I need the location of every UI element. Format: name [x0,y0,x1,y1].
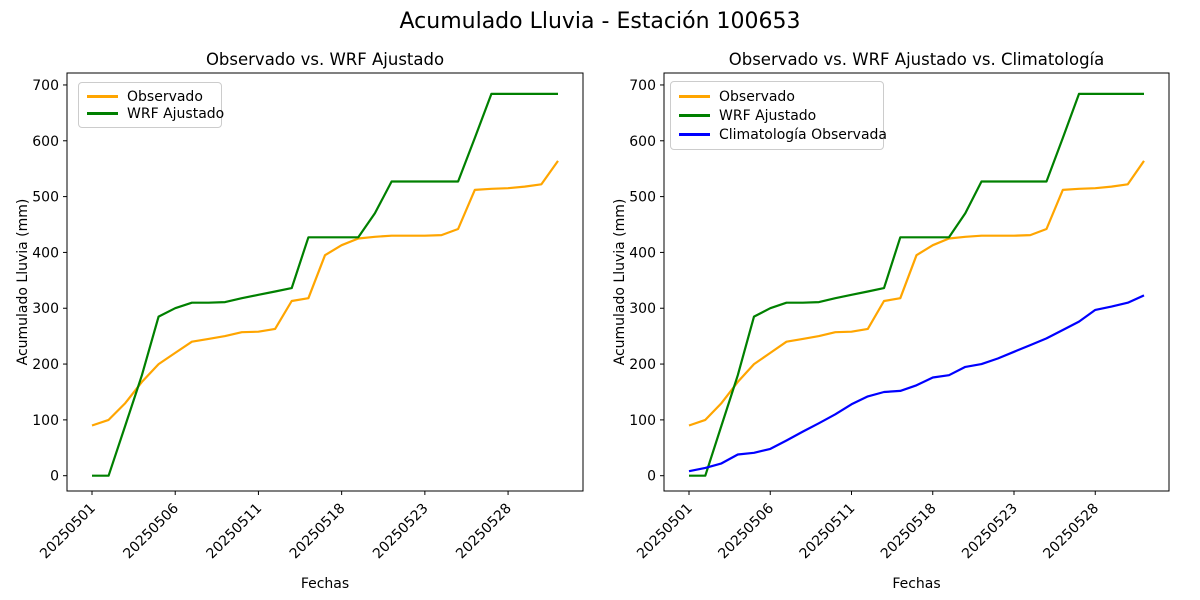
left-x-tick-label: 20250501 [37,501,99,563]
right-chart-title: Observado vs. WRF Ajustado vs. Climatolo… [728,50,1105,69]
right-y-tick-label: 500 [629,190,656,206]
right-x-tick-label: 20250501 [634,501,696,563]
right-y-tick-label: 400 [629,245,656,261]
right-y-axis-label: Acumulado Lluvia (mm) [612,198,628,366]
legend-line-swatch [679,133,710,136]
legend-label: Observado [719,88,795,105]
right-x-tick-label: 20250518 [878,501,940,563]
left-y-tick-label: 400 [32,245,59,261]
right-y-tick-label: 200 [629,357,656,373]
right-x-tick-label: 20250511 [797,501,859,563]
legend-line-swatch [679,114,710,117]
right-y-tick-label: 100 [629,413,656,429]
right-axes-frame [663,72,1170,492]
right-series-observado [688,160,1145,427]
right-x-tick-label: 20250523 [959,501,1021,563]
left-series-wrf-ajustado [92,92,558,477]
left-y-tick-label: 600 [32,134,59,150]
legend-entry: WRF Ajustado [87,105,224,122]
right-series-climatolog-a-observada [688,294,1145,473]
legend-line-swatch [679,95,710,98]
left-chart-legend: Observado WRF Ajustado [78,82,224,128]
right-y-tick-label: 300 [629,301,656,317]
legend-label: Climatología Observada [719,126,887,143]
left-axes-frame [66,72,584,492]
left-y-tick-label: 100 [32,413,59,429]
left-y-tick-label: 300 [32,301,59,317]
right-chart-legend: Observado WRF Ajustado Climatología Observ… [670,81,887,150]
left-y-tick-label: 0 [50,469,59,485]
left-x-tick-label: 20250518 [287,501,349,563]
left-x-tick-label: 20250528 [453,501,515,563]
legend-entry: Observado [87,88,211,105]
left-x-tick-label: 20250511 [204,501,266,563]
legend-label: Observado [127,88,203,105]
legend-entry: WRF Ajustado [679,106,873,125]
right-x-tick-label: 20250506 [715,500,777,562]
left-x-tick-label: 20250523 [370,501,432,563]
legend-line-swatch [87,112,118,115]
left-chart-title: Observado vs. WRF Ajustado [205,50,445,69]
legend-line-swatch [87,95,118,98]
legend-entry: Climatología Observada [679,125,887,144]
right-y-tick-label: 700 [629,78,656,94]
left-series-observado [91,160,559,427]
left-y-tick-label: 200 [32,357,59,373]
left-x-axis-label: Fechas [300,576,350,592]
right-y-tick-label: 600 [629,134,656,150]
left-x-tick-label: 20250506 [120,500,182,562]
right-series-wrf-ajustado [689,92,1144,477]
left-y-axis-label: Acumulado Lluvia (mm) [15,198,31,366]
left-y-tick-label: 700 [32,78,59,94]
left-y-tick-label: 500 [32,190,59,206]
right-x-axis-label: Fechas [892,576,941,592]
legend-entry: Observado [679,87,873,106]
right-x-tick-label: 20250528 [1040,501,1102,563]
legend-label: WRF Ajustado [719,107,817,124]
right-y-tick-label: 0 [647,469,656,485]
legend-label: WRF Ajustado [127,105,225,122]
figure-suptitle: Acumulado Lluvia - Estación 100653 [399,9,801,34]
